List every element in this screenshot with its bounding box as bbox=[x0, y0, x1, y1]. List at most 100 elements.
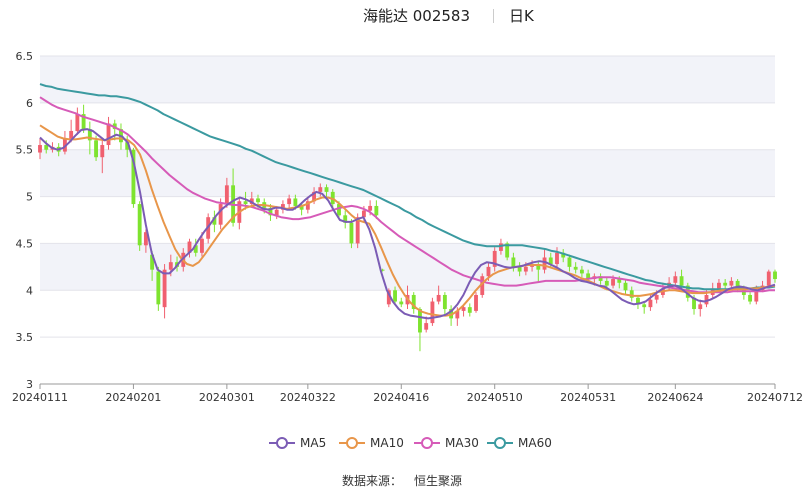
candle bbox=[561, 249, 566, 263]
candle-body bbox=[81, 114, 86, 130]
candle-body bbox=[349, 222, 354, 244]
y-axis: 3 3.5 4 4.5 5 5.5 6 6.5 bbox=[16, 50, 34, 391]
candle-body bbox=[87, 129, 92, 141]
y-tick-label: 6.5 bbox=[16, 50, 34, 63]
candle-body bbox=[243, 201, 248, 205]
candle-body bbox=[193, 245, 198, 253]
candle-body bbox=[386, 290, 391, 305]
candle-body bbox=[642, 304, 647, 308]
candle bbox=[318, 183, 323, 197]
candle-body bbox=[106, 123, 111, 146]
candle-body bbox=[156, 271, 161, 305]
candle-body bbox=[555, 252, 559, 265]
candle-body bbox=[393, 290, 397, 302]
candle-body bbox=[424, 323, 429, 330]
candle-body bbox=[492, 250, 497, 267]
candle bbox=[424, 316, 429, 333]
moving-average-lines bbox=[39, 83, 776, 320]
legend-item-ma5: MA5 bbox=[269, 436, 326, 450]
candle-body bbox=[480, 276, 485, 295]
candle-body bbox=[256, 198, 260, 203]
candle bbox=[81, 104, 86, 133]
candle bbox=[442, 292, 447, 315]
grid-band bbox=[40, 243, 775, 291]
source-name: 恒生聚源 bbox=[414, 474, 462, 488]
candle-body bbox=[598, 276, 603, 281]
candle-body bbox=[69, 130, 74, 139]
candle-body bbox=[399, 301, 404, 305]
candle-body bbox=[586, 273, 591, 280]
candle-body bbox=[305, 201, 310, 210]
candle-body bbox=[287, 198, 292, 205]
legend-marker bbox=[276, 437, 288, 449]
candle bbox=[511, 252, 516, 272]
candle-body bbox=[735, 280, 740, 289]
candle-body bbox=[75, 114, 80, 131]
candle bbox=[193, 238, 198, 257]
candle bbox=[187, 238, 192, 258]
x-tick-label: 20240531 bbox=[560, 391, 616, 404]
candle-body bbox=[505, 243, 510, 258]
candle bbox=[100, 138, 105, 174]
legend-item-ma30: MA30 bbox=[414, 436, 479, 450]
candle-body bbox=[486, 266, 491, 277]
legend-item-ma10: MA10 bbox=[339, 436, 404, 450]
candle-body bbox=[224, 185, 229, 205]
candle bbox=[430, 297, 435, 326]
legend-marker bbox=[494, 437, 506, 449]
legend-label: MA10 bbox=[370, 436, 404, 450]
candle bbox=[636, 294, 640, 310]
grid-bands bbox=[40, 56, 775, 291]
x-tick-label: 20240301 bbox=[199, 391, 255, 404]
candle-body bbox=[343, 215, 348, 223]
candle-body bbox=[368, 205, 373, 211]
ma5-line bbox=[39, 128, 776, 320]
candle-body bbox=[542, 257, 547, 270]
chart-header: 海能达 002583 日K bbox=[363, 7, 535, 25]
candle bbox=[380, 268, 385, 272]
candle bbox=[517, 262, 522, 277]
candle bbox=[349, 219, 354, 249]
candle-body bbox=[455, 310, 460, 319]
candle-body bbox=[604, 280, 609, 286]
candle bbox=[467, 303, 472, 317]
x-tick-label: 20240111 bbox=[12, 391, 68, 404]
candle-body bbox=[280, 204, 285, 210]
candle-body bbox=[561, 252, 566, 258]
ma60-line bbox=[39, 83, 776, 291]
candle bbox=[629, 286, 634, 302]
candle-body bbox=[411, 294, 416, 310]
candle bbox=[224, 177, 229, 208]
candle-body bbox=[579, 269, 584, 274]
candle-body bbox=[517, 266, 522, 272]
candle-body bbox=[361, 210, 366, 218]
candle bbox=[374, 200, 379, 220]
candle bbox=[598, 273, 603, 285]
candle-body bbox=[673, 276, 678, 283]
candle bbox=[411, 292, 416, 314]
candle-body bbox=[467, 307, 472, 313]
candle-body bbox=[704, 294, 709, 305]
legend-marker bbox=[346, 437, 358, 449]
y-tick-label: 4.5 bbox=[16, 237, 34, 250]
candle bbox=[748, 292, 753, 305]
title-separator bbox=[493, 9, 494, 23]
y-tick-label: 5.5 bbox=[16, 144, 34, 157]
candle-body bbox=[94, 140, 98, 158]
candle-body bbox=[442, 294, 447, 310]
candle bbox=[474, 292, 478, 313]
candle-body bbox=[162, 269, 167, 308]
candle-body bbox=[380, 269, 385, 271]
candle-body bbox=[717, 282, 721, 289]
x-tick-label: 20240201 bbox=[105, 391, 161, 404]
candle-body bbox=[636, 297, 640, 305]
candle bbox=[542, 248, 547, 274]
candle-body bbox=[318, 187, 323, 192]
candle bbox=[579, 265, 584, 278]
candle bbox=[386, 288, 391, 308]
candle-body bbox=[137, 204, 142, 246]
candle-body bbox=[748, 294, 753, 302]
candle-body bbox=[187, 241, 192, 253]
candle-body bbox=[268, 207, 273, 216]
candle-body bbox=[418, 309, 422, 333]
